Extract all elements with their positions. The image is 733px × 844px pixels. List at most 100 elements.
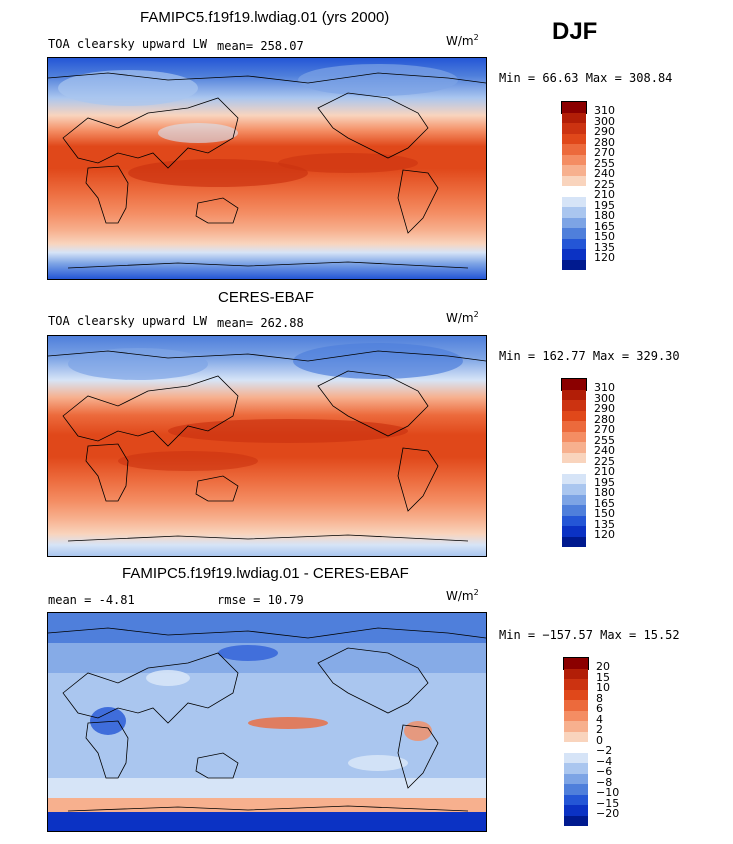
- colorbar-tick-label: 135: [594, 517, 615, 531]
- colorbar-swatch: [562, 186, 586, 197]
- colorbar-tick-label: 8: [596, 691, 603, 705]
- colorbar-swatch: [564, 679, 588, 690]
- colorbar-tick-label: 4: [596, 712, 603, 726]
- colorbar-swatch: [562, 473, 586, 484]
- colorbar-tick-label: 120: [594, 251, 615, 264]
- panel1-mean-value: 258.07: [260, 39, 304, 53]
- colorbar-swatch: [564, 805, 588, 816]
- colorbar-tick-label: 280: [594, 135, 615, 149]
- panel3-minmax: Min = −157.57 Max = 15.52: [499, 628, 680, 642]
- panel3-map-graphic: [48, 613, 486, 831]
- colorbar-tick-label: 120: [594, 528, 615, 541]
- colorbar-swatch: [564, 763, 588, 774]
- colorbar-swatch: [562, 389, 586, 400]
- panel2-mean-value: 262.88: [260, 316, 304, 330]
- colorbar-tick-label: 300: [594, 391, 615, 405]
- colorbar-swatch: [564, 784, 588, 795]
- colorbar-swatch: [562, 463, 586, 474]
- colorbar-swatch: [564, 752, 588, 763]
- colorbar-tick-label: 135: [594, 240, 615, 254]
- colorbar-swatch: [562, 165, 586, 176]
- colorbar-swatch: [562, 400, 586, 411]
- colorbar-swatch: [562, 217, 586, 228]
- colorbar-tick-label: 270: [594, 423, 615, 436]
- panel1-map: [47, 57, 487, 280]
- panel2-units: W/m2: [446, 310, 479, 325]
- units-exp: 2: [473, 588, 479, 597]
- colorbar-tick-label: 195: [594, 475, 615, 489]
- colorbar-swatch: [562, 410, 586, 421]
- colorbar-tick-label: 290: [594, 125, 615, 138]
- colorbar-swatch: [564, 742, 588, 753]
- colorbar-tick-label: 255: [594, 156, 615, 170]
- colorbar-tick-label: 20: [596, 660, 610, 673]
- panel1-colorbar-labels: 310 300 290 280 270 255 240 225 210 195 180 165 150 1…: [594, 104, 615, 264]
- colorbar-swatch: [564, 815, 588, 826]
- colorbar-swatch: [562, 379, 586, 390]
- colorbar-tick-label: 15: [596, 670, 610, 684]
- panel1-colorbar: [561, 101, 587, 270]
- colorbar-swatch: [562, 207, 586, 218]
- panel1-minmax: Min = 66.63 Max = 308.84: [499, 71, 673, 85]
- colorbar-tick-label: 240: [594, 444, 615, 457]
- colorbar-swatch: [562, 259, 586, 270]
- colorbar-tick-label: −8: [596, 775, 613, 789]
- panel1-field-label: TOA clearsky upward LW: [48, 37, 207, 51]
- panel1-mean: mean= 258.07: [217, 39, 304, 53]
- colorbar-tick-label: −4: [596, 754, 613, 768]
- colorbar-tick-label: −6: [596, 765, 613, 778]
- colorbar-swatch: [562, 112, 586, 123]
- panel2-map-graphic: [48, 336, 486, 556]
- colorbar-swatch: [562, 431, 586, 442]
- colorbar-tick-label: −10: [596, 786, 620, 799]
- colorbar-swatch: [562, 154, 586, 165]
- colorbar-tick-label: 150: [594, 507, 615, 520]
- colorbar-swatch: [562, 228, 586, 239]
- colorbar-swatch: [562, 505, 586, 516]
- colorbar-tick-label: 195: [594, 198, 615, 212]
- colorbar-tick-label: 2: [596, 723, 603, 736]
- panel2-minmax: Min = 162.77 Max = 329.30: [499, 349, 680, 363]
- colorbar-swatch: [562, 196, 586, 207]
- panel3-mean: mean = -4.81: [48, 593, 135, 607]
- colorbar-swatch: [562, 175, 586, 186]
- colorbar-tick-label: −2: [596, 744, 613, 757]
- colorbar-tick-label: 310: [594, 381, 615, 394]
- colorbar-swatch: [564, 721, 588, 732]
- colorbar-swatch: [562, 452, 586, 463]
- colorbar-swatch: [564, 668, 588, 679]
- panel3-colorbar: [563, 657, 589, 826]
- colorbar-tick-label: 310: [594, 104, 615, 117]
- panel3-map: [47, 612, 487, 832]
- panel1-map-graphic: [48, 58, 486, 279]
- colorbar-swatch: [562, 484, 586, 495]
- colorbar-swatch: [562, 442, 586, 453]
- colorbar-tick-label: 225: [594, 454, 615, 468]
- colorbar-tick-label: 150: [594, 230, 615, 243]
- units-exp: 2: [473, 33, 479, 42]
- colorbar-tick-label: 225: [594, 177, 615, 191]
- colorbar-swatch: [562, 536, 586, 547]
- colorbar-tick-label: 280: [594, 412, 615, 426]
- colorbar-swatch: [562, 515, 586, 526]
- colorbar-swatch: [564, 689, 588, 700]
- colorbar-swatch: [562, 102, 586, 113]
- panel1-mean-label: mean=: [217, 39, 254, 53]
- colorbar-swatch: [564, 658, 588, 669]
- panel2-map: [47, 335, 487, 557]
- units-base: W/m: [446, 589, 474, 603]
- colorbar-tick-label: 210: [594, 188, 615, 201]
- colorbar-tick-label: 210: [594, 465, 615, 478]
- panel3-rmse-value: 10.79: [267, 593, 304, 607]
- season-label: DJF: [552, 18, 598, 45]
- panel1-units: W/m2: [446, 33, 479, 48]
- colorbar-swatch: [562, 494, 586, 505]
- panel1-title: FAMIPC5.f19f19.lwdiag.01 (yrs 2000): [140, 9, 390, 26]
- panel2-colorbar: [561, 378, 587, 547]
- colorbar-tick-label: −20: [596, 807, 620, 820]
- panel3-mean-label: mean =: [48, 593, 92, 607]
- panel2-mean-label: mean=: [217, 316, 254, 330]
- colorbar-tick-label: 290: [594, 402, 615, 415]
- colorbar-swatch: [562, 144, 586, 155]
- colorbar-tick-label: 165: [594, 219, 615, 233]
